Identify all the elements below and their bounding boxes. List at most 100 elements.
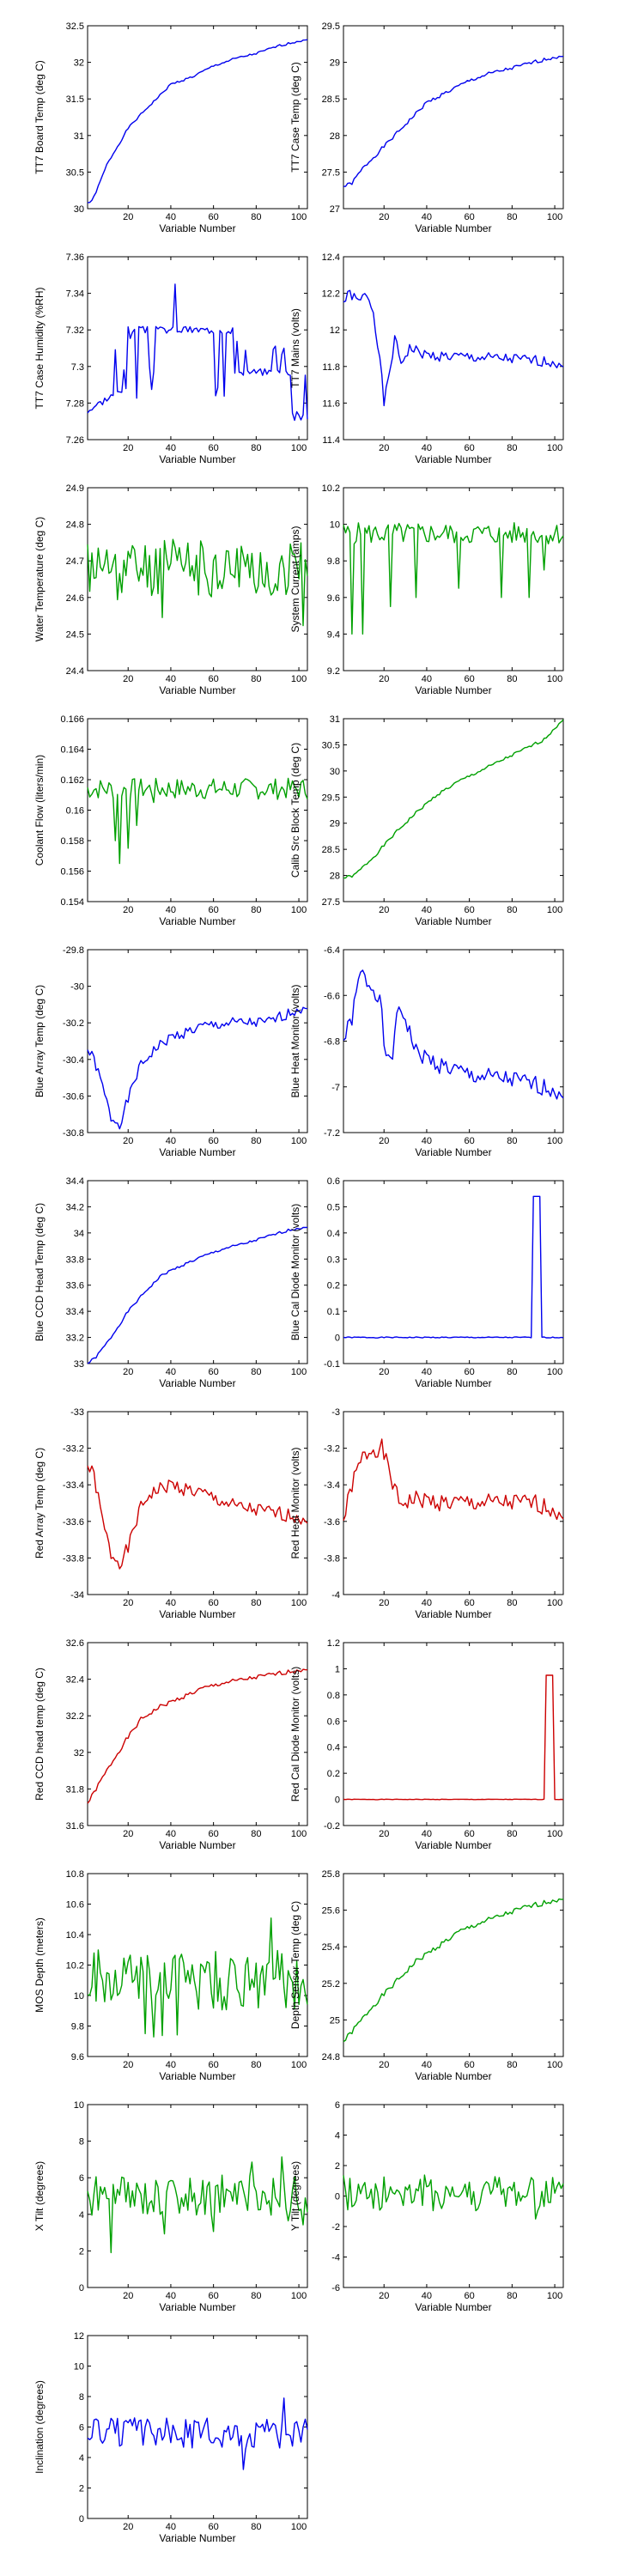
x-tick-label: 80: [251, 905, 261, 915]
y-tick-label: 32.4: [66, 1675, 84, 1686]
x-tick-label: 80: [507, 212, 517, 222]
chart-panel: 20 40 60 80 100 9.2 9.4 9.6 9.8 10 10.2 Variable Nu…: [289, 483, 564, 696]
x-tick-label: 80: [507, 674, 517, 684]
x-axis-label: Variable Number: [159, 915, 235, 927]
chart-panel: 20 40 60 80 100 0 2 4 6 8 10 12 Variable Number Incli…: [33, 2331, 308, 2544]
x-tick-label: 40: [166, 1136, 176, 1146]
y-tick-label: 0.2: [327, 1769, 340, 1779]
x-axis-label: Variable Number: [415, 2301, 491, 2313]
y-tick-label: 34.2: [66, 1202, 84, 1212]
y-tick-label: -0.2: [324, 1821, 340, 1832]
series-line: [343, 2174, 564, 2220]
series-line: [87, 2397, 308, 2470]
y-tick-label: -3.8: [324, 1553, 340, 1564]
x-tick-label: 100: [291, 674, 307, 684]
y-tick-label: -33.2: [63, 1444, 84, 1455]
x-tick-label: 100: [291, 1136, 307, 1146]
series-line: [87, 2156, 308, 2254]
y-tick-label: 0.6: [327, 1716, 340, 1727]
y-axis-label: System Current (amps): [289, 526, 301, 632]
x-tick-label: 100: [547, 905, 562, 915]
chart-panel: 20 40 60 80 100 -0.1 0 0.1 0.2 0.3 0.4 0.5 0.6 Variab…: [289, 1176, 564, 1389]
x-tick-label: 40: [422, 1367, 432, 1377]
y-tick-label: 28: [330, 872, 340, 882]
y-tick-label: 33: [74, 1359, 84, 1370]
x-tick-label: 100: [291, 212, 307, 222]
x-tick-label: 80: [507, 905, 517, 915]
x-tick-label: 40: [166, 2291, 176, 2301]
y-axis-label: X Tilt (degrees): [33, 2161, 46, 2231]
y-tick-label: 12: [330, 325, 340, 336]
y-tick-label: 7.34: [66, 289, 84, 300]
y-tick-label: 9.8: [327, 556, 340, 567]
x-tick-label: 100: [547, 443, 562, 453]
y-tick-label: 25.8: [322, 1869, 340, 1880]
y-tick-label: 1: [335, 1664, 340, 1674]
x-tick-label: 40: [422, 905, 432, 915]
x-tick-label: 20: [379, 905, 389, 915]
y-tick-label: 0.154: [60, 897, 84, 908]
x-axis-label: Variable Number: [159, 2301, 235, 2313]
y-tick-label: 9.8: [71, 2022, 84, 2032]
y-tick-label: 33.2: [66, 1334, 84, 1344]
x-tick-label: 80: [507, 2060, 517, 2070]
x-tick-label: 60: [209, 443, 219, 453]
x-tick-label: 20: [123, 905, 133, 915]
chart-panel: 20 40 60 80 100 -0.2 0 0.2 0.4 0.6 0.8 1 1.2 Variable…: [289, 1638, 564, 1851]
y-tick-label: 33.4: [66, 1307, 84, 1317]
y-tick-label: 28.5: [322, 94, 340, 105]
y-axis-label: Red Heat Monitor (volts): [289, 1447, 301, 1558]
chart-panel: 20 40 60 80 100 11.4 11.6 11.8 12 12.2 12.4 Variabl…: [289, 252, 564, 465]
x-tick-label: 20: [379, 2291, 389, 2301]
y-axis-label: Blue Heat Monitor (volts): [289, 984, 301, 1097]
chart-panel: 20 40 60 80 100 -34 -33.8 -33.6 -33.4 -33.2 -33 Var…: [33, 1407, 308, 1620]
y-tick-label: -4: [331, 1590, 340, 1601]
y-tick-label: 10.8: [66, 1869, 84, 1880]
y-axis-label: Blue Array Temp (deg C): [33, 985, 46, 1097]
y-tick-label: 24.9: [66, 483, 84, 494]
x-axis-label: Variable Number: [159, 1608, 235, 1620]
plot-area: [87, 2335, 308, 2519]
x-tick-label: 80: [507, 1136, 517, 1146]
y-tick-label: 28: [330, 131, 340, 142]
x-axis-label: Variable Number: [415, 1377, 491, 1389]
x-tick-label: 80: [251, 2060, 261, 2070]
x-tick-label: 100: [291, 1367, 307, 1377]
x-tick-label: 40: [422, 1829, 432, 1839]
y-tick-label: 0.156: [60, 867, 84, 878]
y-tick-label: 28.5: [322, 845, 340, 855]
x-tick-label: 100: [291, 1829, 307, 1839]
y-tick-label: 0.158: [60, 836, 84, 847]
chart-panel: 20 40 60 80 100 -4 -3.8 -3.6 -3.4 -3.2 -3 Variable …: [289, 1407, 564, 1620]
plot-area: [87, 1411, 308, 1595]
x-tick-label: 60: [209, 905, 219, 915]
y-tick-label: 0: [79, 2283, 84, 2293]
x-tick-label: 20: [123, 674, 133, 684]
x-tick-label: 20: [379, 1598, 389, 1608]
x-tick-label: 40: [166, 212, 176, 222]
series-line: [87, 1226, 308, 1364]
y-tick-label: 7.36: [66, 252, 84, 263]
x-tick-label: 100: [547, 2060, 562, 2070]
series-line: [87, 39, 308, 204]
x-tick-label: 20: [123, 1829, 133, 1839]
y-axis-label: Inclination (degrees): [33, 2380, 46, 2474]
x-tick-label: 80: [507, 1829, 517, 1839]
x-tick-label: 80: [251, 1598, 261, 1608]
x-tick-label: 80: [251, 2291, 261, 2301]
chart-panel: 20 40 60 80 100 24.8 25 25.2 25.4 25.6 25.8 Variabl…: [289, 1869, 564, 2082]
x-axis-label: Variable Number: [415, 222, 491, 234]
y-tick-label: 0.1: [327, 1307, 340, 1317]
x-tick-label: 40: [422, 212, 432, 222]
y-tick-label: 9.4: [327, 629, 340, 640]
x-tick-label: 80: [251, 674, 261, 684]
series-line: [87, 1668, 308, 1804]
y-tick-label: 31.8: [66, 1784, 84, 1795]
y-tick-label: 7.32: [66, 325, 84, 336]
y-tick-label: -0.1: [324, 1359, 340, 1370]
series-line: [87, 1917, 308, 2038]
x-tick-label: 100: [547, 212, 562, 222]
series-line: [343, 289, 564, 407]
plot-area: [343, 1873, 564, 2057]
y-tick-label: -33: [70, 1407, 84, 1418]
